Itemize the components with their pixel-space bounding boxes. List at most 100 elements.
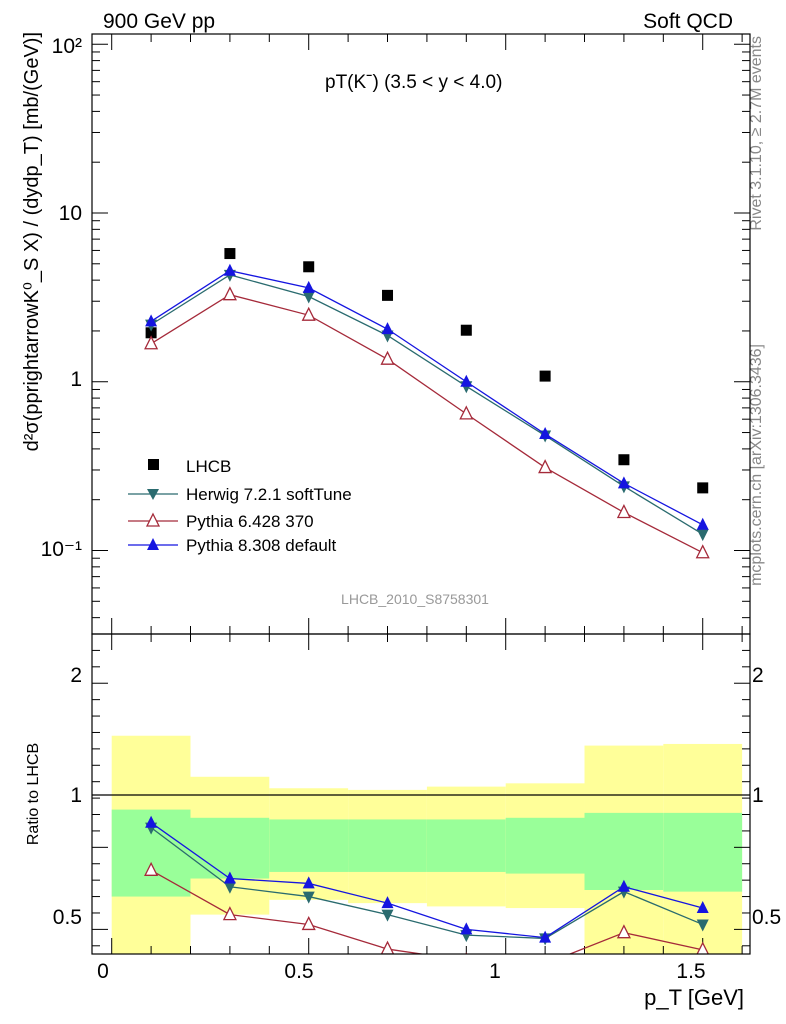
top-data-layer (144, 248, 710, 559)
ratio-point-s0-3 (381, 909, 394, 922)
data-point-s3-7 (696, 517, 709, 530)
series-line-2 (150, 293, 704, 554)
series-line-3 (150, 270, 704, 526)
ratio-point-s0-7 (696, 919, 709, 932)
legend-label-lhcb: LHCB (186, 457, 231, 476)
data-point-s2-7 (695, 544, 710, 559)
data-point-s3-2 (302, 280, 315, 293)
plot-title: pT(Kˉ) (3.5 < y < 4.0) (325, 72, 502, 93)
ratio-ytick-label-0.5-left: 0.5 (53, 906, 82, 929)
ratio-series-line-2 (150, 822, 703, 939)
ratio-point-s2-4 (460, 922, 473, 935)
stat-uncertainty-band-3 (348, 819, 427, 872)
data-point-s2-0 (144, 335, 159, 350)
ratio-ylabel: Ratio to LHCB (25, 743, 42, 845)
ratio-point-s2-2 (302, 876, 315, 889)
data-point-s0-7 (697, 482, 709, 494)
stat-uncertainty-band-4 (426, 819, 506, 872)
ratio-point-s2-5 (539, 930, 552, 943)
top-axis-ticks (92, 34, 750, 634)
side-text-mcplots: mcplots.cern.ch [arXiv:1306.3436] (748, 344, 765, 586)
ratio-plot-frame (91, 633, 751, 955)
ratio-point-s1-3 (380, 940, 395, 954)
ratio-ytick-label-1-right: 1 (752, 784, 764, 807)
ratio-uncertainty-bands (111, 735, 743, 954)
analysis-watermark: LHCB_2010_S8758301 (341, 591, 489, 607)
data-point-s1-7 (696, 529, 709, 542)
legend-label-pythia6: Pythia 6.428 370 (186, 512, 314, 531)
header-right: Soft QCD (643, 10, 733, 33)
ratio-point-s1-4 (465, 952, 468, 954)
ratio-point-s1-2 (301, 916, 316, 931)
data-point-s3-5 (539, 427, 552, 440)
ytick-label-0.1: 10⁻¹ (41, 538, 82, 561)
main-plot-panel: 10⁻¹ 1 10 10² d²σ(pprightarrowK⁰_S X) / … (21, 32, 751, 635)
legend-label-pythia8: Pythia 8.308 default (186, 536, 337, 555)
ratio-ytick-label-1-left: 1 (70, 784, 82, 807)
legend-marker-lhcb (148, 459, 159, 470)
ratio-point-s2-3 (381, 896, 394, 909)
stat-uncertainty-band-2 (269, 819, 349, 872)
ratio-point-s0-1 (223, 881, 236, 894)
ratio-point-s2-1 (223, 871, 236, 884)
ratio-series-line-0 (150, 827, 703, 940)
ratio-ytick-label-2-right: 2 (752, 664, 764, 687)
ratio-point-s2-7 (696, 901, 709, 914)
stat-uncertainty-band-7 (663, 812, 743, 892)
ratio-ytick-label-0.5-right: 0.5 (752, 906, 781, 929)
data-point-s2-3 (380, 350, 395, 365)
data-point-s2-5 (538, 459, 553, 474)
ratio-plot-panel: 0.5 1 2 0.5 1 2 0 0.5 1 1.5 Ratio to LHC… (25, 633, 781, 1010)
ratio-point-s1-5 (539, 957, 551, 969)
data-point-s2-1 (222, 286, 237, 301)
ratio-point-s1-6 (616, 924, 631, 939)
xtick-label-0: 0 (97, 960, 109, 983)
xtick-label-0.5: 0.5 (284, 960, 313, 983)
data-point-s3-4 (460, 374, 473, 387)
data-point-s0-3 (382, 289, 394, 301)
ytick-label-1: 1 (70, 368, 82, 391)
stat-uncertainty-band-5 (505, 817, 585, 874)
legend-marker-herwig (128, 489, 178, 500)
data-point-s0-6 (618, 454, 630, 466)
data-point-s0-0 (145, 327, 157, 339)
stat-uncertainty-band-6 (584, 812, 664, 890)
xtick-label-1.5: 1.5 (676, 960, 705, 983)
legend-marker-pythia6 (128, 512, 178, 527)
data-point-s3-0 (145, 314, 158, 327)
legend-label-herwig: Herwig 7.2.1 softTune (186, 485, 352, 504)
ratio-ytick-label-2-left: 2 (70, 664, 82, 687)
ratio-point-s1-1 (222, 906, 237, 921)
xlabel: p_T [GeV] (644, 985, 744, 1010)
top-ylabel: d²σ(pprightarrowK⁰_S X) / (dydp_T) [mb/(… (21, 32, 43, 451)
data-point-s0-4 (460, 324, 472, 336)
stat-uncertainty-band-1 (190, 817, 270, 879)
data-point-s3-1 (223, 263, 236, 276)
data-point-s0-1 (224, 248, 236, 260)
legend: LHCB Herwig 7.2.1 softTune Pythia 6.428 … (128, 457, 352, 555)
data-point-s2-6 (616, 504, 631, 519)
ytick-label-10: 10 (59, 202, 82, 225)
bottom-axis-ticks (92, 634, 750, 954)
series-line-1 (150, 274, 704, 535)
data-point-s2-2 (301, 306, 316, 321)
data-point-s2-4 (459, 405, 474, 420)
ratio-point-s1-0 (144, 861, 159, 876)
data-point-s0-5 (539, 370, 551, 382)
side-text-rivet: Rivet 3.1.10, ≥ 2.7M events (748, 36, 765, 231)
ratio-point-s2-6 (617, 879, 630, 892)
ytick-label-100: 10² (52, 35, 82, 58)
data-point-s3-6 (617, 476, 630, 489)
xtick-label-1: 1 (489, 960, 501, 983)
data-point-s0-2 (303, 261, 315, 273)
ratio-data-layer (144, 815, 709, 969)
data-point-s3-3 (381, 322, 394, 335)
ratio-point-s0-2 (302, 891, 315, 904)
legend-marker-pythia8 (128, 538, 178, 550)
ratio-point-s2-0 (145, 815, 158, 828)
ratio-series-line-1 (150, 869, 703, 954)
data-point-s1-2 (302, 291, 315, 304)
header-left: 900 GeV pp (103, 10, 215, 33)
ratio-point-s1-7 (696, 941, 709, 954)
